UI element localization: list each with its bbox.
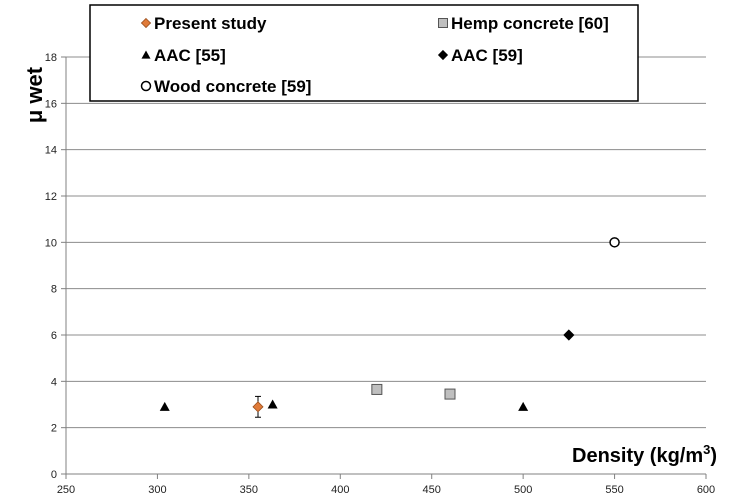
x-tick-label: 600 bbox=[697, 484, 715, 496]
legend-label: Present study bbox=[154, 14, 267, 33]
x-tick-label: 550 bbox=[605, 484, 623, 496]
x-tick-label: 400 bbox=[331, 484, 349, 496]
data-point bbox=[563, 329, 575, 341]
x-tick-label: 250 bbox=[57, 484, 75, 496]
legend-item: Present study bbox=[140, 14, 267, 33]
legend-label: AAC [59] bbox=[451, 46, 523, 65]
x-tick-label: 350 bbox=[240, 484, 258, 496]
y-tick-label: 6 bbox=[51, 330, 57, 342]
y-tick-label: 0 bbox=[51, 469, 57, 481]
data-point bbox=[609, 237, 620, 248]
legend-box bbox=[89, 4, 639, 102]
x-tick-label: 500 bbox=[514, 484, 532, 496]
y-tick-label: 16 bbox=[45, 98, 57, 110]
data-point bbox=[252, 401, 264, 413]
legend-label: Hemp concrete [60] bbox=[451, 14, 609, 33]
legend-marker bbox=[140, 80, 152, 92]
data-point bbox=[159, 401, 170, 411]
legend-marker bbox=[141, 50, 151, 59]
data-point bbox=[371, 383, 383, 395]
x-tick-label: 450 bbox=[423, 484, 441, 496]
x-axis-title-close: ) bbox=[710, 445, 717, 467]
y-tick-label: 4 bbox=[51, 376, 57, 388]
legend-label: AAC [55] bbox=[154, 46, 226, 65]
legend-marker bbox=[437, 49, 449, 61]
legend-marker bbox=[140, 17, 152, 29]
legend-marker bbox=[438, 18, 448, 28]
y-tick-label: 2 bbox=[51, 423, 57, 435]
legend-item: Hemp concrete [60] bbox=[438, 14, 609, 33]
y-tick-label: 12 bbox=[45, 191, 57, 203]
data-point bbox=[267, 399, 278, 409]
y-tick-label: 10 bbox=[45, 237, 57, 249]
y-axis-title: μ wet bbox=[22, 66, 47, 123]
y-tick-label: 18 bbox=[45, 52, 57, 64]
data-point bbox=[518, 401, 529, 411]
legend-item: AAC [59] bbox=[437, 46, 523, 65]
legend-label: Wood concrete [59] bbox=[154, 77, 311, 96]
legend-item: Wood concrete [59] bbox=[140, 77, 311, 96]
x-axis-title-sup: 3 bbox=[703, 442, 710, 457]
axes bbox=[61, 56, 707, 479]
legend-items: Present study Hemp concrete [60] AAC [55] A… bbox=[140, 14, 609, 96]
data-point bbox=[444, 388, 456, 400]
x-tick-label: 300 bbox=[148, 484, 166, 496]
tick-labels: 0 2 4 6 8 10 12 14 16 18 250 300 350 400 450 500 550 600 bbox=[45, 52, 715, 496]
data-points bbox=[159, 237, 620, 418]
x-axis-title: Density (kg/m3) bbox=[572, 442, 717, 467]
legend: Present study Hemp concrete [60] AAC [55] A… bbox=[89, 4, 639, 102]
legend-item: AAC [55] bbox=[141, 46, 226, 65]
y-tick-label: 14 bbox=[45, 145, 57, 157]
y-tick-label: 8 bbox=[51, 284, 57, 296]
x-axis-title-main: Density (kg/m bbox=[572, 445, 703, 467]
